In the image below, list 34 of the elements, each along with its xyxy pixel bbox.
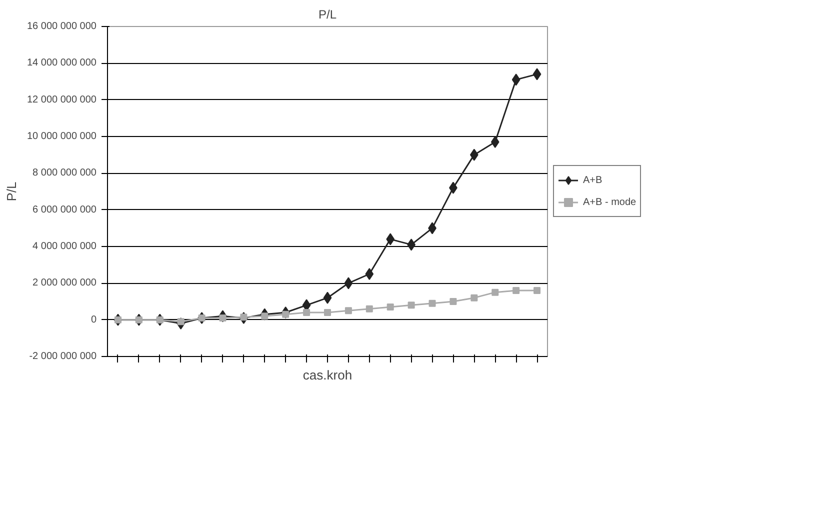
y-tick-label: 6 000 000 000 [32, 204, 97, 216]
x-axis-title: cas.kroh [302, 368, 352, 382]
y-tick-label: 10 000 000 000 [26, 131, 97, 142]
point [386, 304, 394, 310]
point [492, 288, 499, 296]
point [365, 268, 374, 280]
legend-label: A+B [583, 174, 603, 186]
point [534, 287, 541, 294]
point [428, 300, 436, 307]
point [386, 233, 395, 246]
y-axis-title: P/L [4, 182, 19, 202]
legend-label: A+B - mode [583, 196, 636, 208]
point [470, 294, 478, 302]
point [366, 305, 373, 312]
y-tick-label: 4 000 000 000 [32, 241, 97, 252]
point [450, 298, 457, 305]
point [408, 302, 415, 309]
point [324, 309, 331, 316]
point [512, 74, 520, 86]
y-tick-label: 14 000 000 000 [26, 58, 97, 69]
point [344, 307, 352, 314]
y-tick-label: 2 000 000 000 [32, 278, 97, 289]
y-tick-label: 8 000 000 000 [32, 168, 97, 179]
chart-title: P/L [318, 8, 337, 22]
point [303, 309, 310, 316]
y-tick-label: 12 000 000 000 [26, 94, 97, 106]
y-tick-label: -2 000 000 000 [29, 351, 97, 362]
point [344, 277, 353, 290]
point [532, 68, 542, 80]
y-tick-label: 0 [90, 314, 97, 326]
point [512, 287, 520, 294]
y-tick-label: 16 000 000 000 [26, 21, 97, 32]
point [323, 292, 332, 304]
point [490, 136, 500, 148]
